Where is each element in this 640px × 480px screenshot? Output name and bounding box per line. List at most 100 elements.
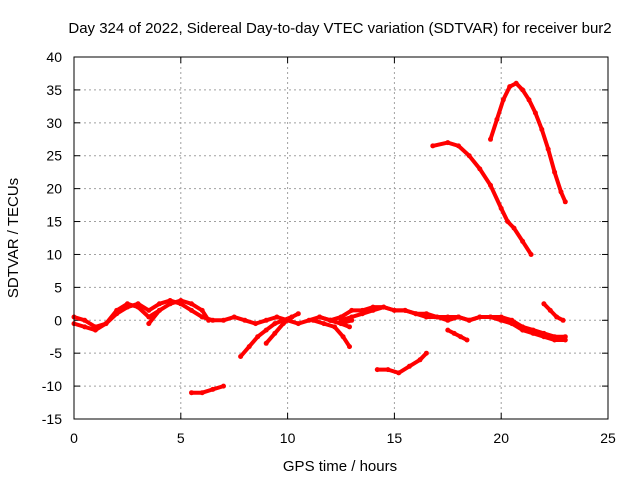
- data-point: [445, 140, 451, 146]
- data-point: [263, 327, 269, 333]
- data-point: [434, 314, 440, 320]
- data-point: [178, 298, 184, 303]
- data-point: [199, 307, 205, 313]
- data-point: [511, 225, 517, 231]
- data-point: [456, 314, 461, 320]
- data-point: [338, 317, 344, 323]
- series-arc-4: [189, 384, 226, 395]
- data-point: [289, 314, 295, 320]
- data-point: [547, 307, 553, 313]
- data-point: [520, 327, 526, 333]
- x-tick-label: 15: [387, 430, 403, 446]
- data-point: [430, 143, 436, 149]
- series-arc-13: [430, 140, 534, 257]
- x-tick-label: 5: [177, 430, 185, 446]
- data-point: [466, 317, 472, 323]
- data-point: [347, 344, 352, 350]
- data-point: [280, 321, 286, 327]
- data-point: [189, 301, 194, 307]
- data-point: [445, 317, 451, 323]
- data-point: [349, 307, 355, 313]
- data-point: [488, 136, 493, 142]
- x-tick-label: 0: [70, 430, 78, 446]
- y-tick-label: -5: [50, 345, 63, 361]
- series-arc-10: [339, 305, 568, 342]
- data-point: [423, 350, 429, 356]
- data-point: [340, 334, 346, 340]
- tick-labels: 0 5 10 15 20 25 -15 -10 -5 0 5 10 15 20 25 30 35 40: [42, 49, 616, 446]
- data-point: [263, 317, 269, 323]
- data-point: [135, 304, 141, 310]
- data-point: [82, 317, 88, 323]
- data-point: [477, 314, 483, 320]
- data-point: [562, 199, 568, 205]
- x-tick-label: 25: [600, 430, 616, 446]
- data-point: [189, 307, 194, 313]
- data-point: [295, 311, 301, 317]
- data-point: [263, 340, 269, 346]
- data-point: [347, 324, 352, 330]
- data-point: [242, 317, 248, 323]
- data-point: [124, 301, 130, 307]
- data-point: [114, 307, 120, 313]
- data-point: [488, 182, 493, 188]
- data-point: [210, 317, 216, 323]
- data-point: [498, 317, 504, 323]
- data-point: [349, 314, 355, 320]
- data-point: [332, 324, 338, 330]
- grid-lines: [74, 57, 608, 419]
- data-point: [210, 386, 216, 392]
- series-arc-8: [317, 315, 352, 329]
- data-point: [146, 314, 152, 320]
- data-point: [528, 252, 534, 257]
- data-point: [272, 321, 278, 327]
- y-tick-label: -15: [42, 411, 62, 427]
- data-point: [466, 153, 472, 159]
- data-point: [255, 334, 261, 340]
- data-point: [374, 367, 380, 373]
- data-point: [417, 357, 423, 363]
- data-point: [488, 314, 493, 320]
- data-point: [246, 344, 252, 350]
- data-point: [156, 301, 162, 307]
- data-point: [530, 330, 536, 336]
- series-arc-11: [375, 351, 429, 375]
- y-tick-label: 10: [46, 246, 62, 262]
- data-point: [327, 317, 333, 323]
- data-point: [199, 390, 205, 396]
- data-point: [272, 330, 278, 336]
- data-point: [156, 307, 162, 313]
- data-point: [306, 317, 312, 323]
- series-arc-12: [445, 328, 469, 342]
- data-point: [500, 97, 506, 103]
- x-tick-label: 10: [280, 430, 296, 446]
- y-tick-label: 20: [46, 181, 62, 197]
- data-point: [541, 301, 547, 307]
- y-tick-label: 15: [46, 214, 62, 230]
- y-tick-label: 30: [46, 115, 62, 131]
- data-point: [253, 321, 259, 327]
- data-point: [445, 327, 451, 333]
- data-point: [458, 334, 464, 340]
- data-point: [310, 317, 316, 323]
- y-tick-label: -10: [42, 378, 62, 394]
- data-point: [477, 166, 483, 172]
- data-point: [526, 97, 532, 103]
- chart-title: Day 324 of 2022, Sidereal Day-to-day VTE…: [68, 20, 611, 37]
- data-point: [274, 314, 280, 320]
- data-point: [82, 324, 88, 330]
- y-tick-label: 0: [54, 312, 62, 328]
- x-tick-label: 20: [493, 430, 509, 446]
- data-point: [206, 317, 212, 323]
- y-tick-label: 40: [46, 49, 62, 65]
- data-point: [505, 219, 511, 224]
- plot-frame: [73, 56, 609, 420]
- data-point: [532, 110, 538, 116]
- data-point: [189, 390, 194, 396]
- data-point: [423, 314, 429, 320]
- data-point: [494, 117, 500, 122]
- data-point: [545, 146, 551, 152]
- x-axis-label: GPS time / hours: [283, 458, 397, 475]
- data-point: [167, 301, 173, 307]
